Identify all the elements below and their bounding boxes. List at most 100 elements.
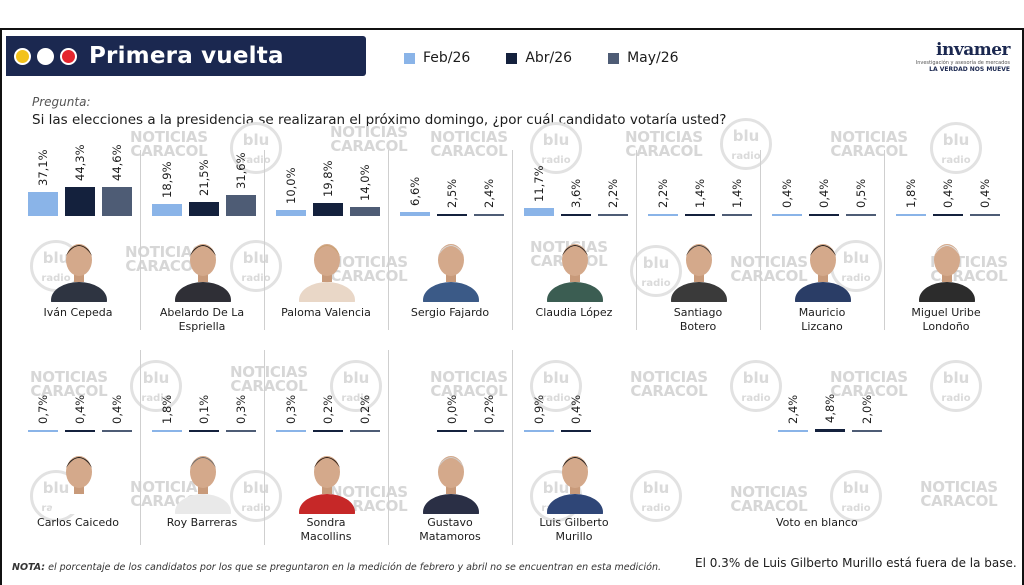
bar-value-label: 31,6% <box>234 152 248 190</box>
bar-value-label: 0,3% <box>234 394 248 424</box>
bar-value-label: 0,2% <box>358 394 372 424</box>
bar-value-label: 0,4% <box>978 178 992 208</box>
bar-value-label: 0,9% <box>532 394 546 424</box>
footnote-text: el porcentaje de los candidatos por los … <box>45 562 662 573</box>
bar-may-26 <box>102 430 132 432</box>
bar-value-label: 44,3% <box>73 144 87 182</box>
candidate-name-line: Luis Gilberto <box>539 516 609 529</box>
candidate-photo <box>916 230 978 302</box>
bar-abr-26 <box>815 428 845 432</box>
bar-abr-26 <box>809 214 839 216</box>
legend-swatch <box>506 52 518 64</box>
column-divider <box>140 150 141 330</box>
chart-legend: Feb/26 Abr/26 May/26 <box>404 50 679 66</box>
candidate-name: Abelardo De La Espriella <box>146 306 258 334</box>
legend-swatch <box>404 52 415 64</box>
white-dot-icon <box>37 47 54 65</box>
page-title: Primera vuelta <box>89 43 284 69</box>
candidate-name: Luis Gilberto Murillo <box>518 516 630 544</box>
candidate-name-line: Carlos Caicedo <box>37 516 119 529</box>
candidate-name: Claudia López <box>518 306 630 320</box>
bar-may-26 <box>852 430 882 432</box>
red-dot-icon <box>60 47 77 65</box>
bar-may-26 <box>102 187 132 216</box>
bar-value-label: 2,5% <box>445 178 459 208</box>
bar-may-26 <box>350 206 380 216</box>
candidate-photo <box>420 230 482 302</box>
bar-value-label: 2,0% <box>860 394 874 424</box>
bar-value-label: 0,0% <box>445 394 459 424</box>
bar-feb-26 <box>896 214 926 216</box>
column-divider <box>264 150 265 330</box>
bar-feb-26 <box>400 211 430 216</box>
bar-abr-26 <box>685 214 715 216</box>
candidate-name-line: Espriella <box>178 320 226 333</box>
candidate-photo <box>668 230 730 302</box>
bar-value-label: 3,6% <box>569 178 583 208</box>
legend-label: Abr/26 <box>525 50 573 66</box>
logo-name: invamer <box>936 40 1010 60</box>
candidate-photo <box>296 442 358 514</box>
bar-may-26 <box>846 214 876 216</box>
bar-feb-26 <box>276 430 306 432</box>
candidate-name-line: Londoño <box>922 320 970 333</box>
candidate-name-line: Voto en blanco <box>776 516 858 529</box>
column-divider <box>760 150 761 330</box>
bar-abr-26 <box>313 203 343 216</box>
bar-abr-26 <box>189 202 219 216</box>
title-bar: Primera vuelta <box>6 36 366 76</box>
candidate-name-line: Santiago <box>673 306 723 319</box>
bar-feb-26 <box>28 430 58 432</box>
bar-feb-26 <box>152 430 182 432</box>
bar-value-label: 14,0% <box>358 164 372 201</box>
footnote-label: NOTA: <box>12 562 46 573</box>
column-divider <box>512 150 513 330</box>
bar-value-label: 11,7% <box>532 165 546 203</box>
bar-value-label: 0,4% <box>941 178 955 208</box>
candidate-name: Iván Cepeda <box>22 306 134 320</box>
bar-value-label: 0,4% <box>817 178 831 208</box>
candidate-name-line: Abelardo De La <box>159 306 245 319</box>
bar-abr-26 <box>65 187 95 216</box>
bar-abr-26 <box>437 214 467 216</box>
bar-value-label: 0,2% <box>482 394 496 424</box>
candidate-photo <box>48 442 110 514</box>
question-label: Pregunta: <box>32 95 91 109</box>
bar-value-label: 1,8% <box>904 178 918 208</box>
bar-value-label: 0,7% <box>36 394 50 424</box>
column-divider <box>264 350 265 545</box>
candidate-name-line: Iván Cepeda <box>43 306 113 319</box>
legend-item-feb: Feb/26 <box>404 50 470 66</box>
bar-feb-26 <box>778 430 808 432</box>
bar-abr-26 <box>933 214 963 216</box>
bar-value-label: 0,2% <box>321 394 335 424</box>
bar-value-label: 21,5% <box>197 159 211 197</box>
candidate-photo <box>296 230 358 302</box>
bar-abr-26 <box>65 430 95 432</box>
candidate-name: Sondra Macollins <box>270 516 382 544</box>
slide-frame <box>0 28 1024 585</box>
bar-value-label: 0,4% <box>780 178 794 208</box>
yellow-dot-icon <box>14 47 31 65</box>
bar-value-label: 19,8% <box>321 160 335 198</box>
legend-swatch <box>608 52 620 64</box>
